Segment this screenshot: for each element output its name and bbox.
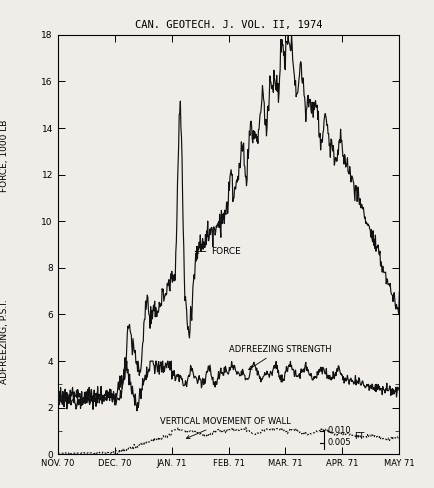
Text: ADFREEZING STRENGTH: ADFREEZING STRENGTH bbox=[229, 345, 331, 369]
Text: ADFREEZING, P.S.I.: ADFREEZING, P.S.I. bbox=[0, 299, 9, 384]
Text: VERTICAL MOVEMENT OF WALL: VERTICAL MOVEMENT OF WALL bbox=[160, 417, 291, 439]
Text: 0.005: 0.005 bbox=[328, 438, 351, 447]
Title: CAN. GEOTECH. J. VOL. II, 1974: CAN. GEOTECH. J. VOL. II, 1974 bbox=[135, 20, 322, 30]
Text: FORCE, 1000 LB: FORCE, 1000 LB bbox=[0, 120, 9, 192]
Text: FORCE: FORCE bbox=[195, 247, 241, 256]
Text: FT: FT bbox=[354, 432, 364, 441]
Text: 0.010: 0.010 bbox=[328, 427, 351, 435]
